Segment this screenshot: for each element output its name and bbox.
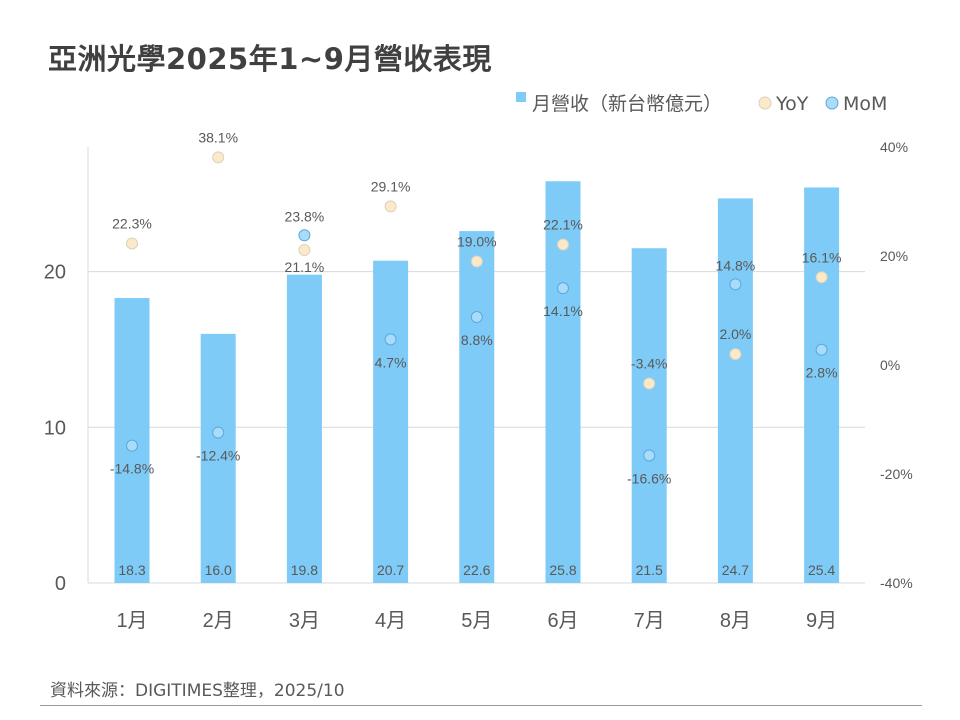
mom-label: 14.8%: [716, 257, 756, 273]
source-note: 資料來源：DIGITIMES整理，2025/10: [50, 681, 345, 701]
yoy-marker: [470, 255, 483, 268]
left-tick-label: 20: [44, 262, 66, 284]
legend-yoy-swatch: [758, 96, 772, 110]
left-tick-label: 10: [44, 417, 66, 439]
mom-marker: [298, 229, 311, 242]
yoy-label: 22.1%: [543, 217, 583, 233]
x-tick-label: 1月: [116, 610, 147, 632]
bar-value-label: 18.3: [118, 562, 145, 578]
left-tick-label: 0: [55, 573, 66, 595]
revenue-bar: [373, 260, 409, 583]
bar-value-label: 22.6: [463, 562, 490, 578]
x-tick-label: 7月: [634, 610, 665, 632]
right-tick-label: -40%: [880, 575, 913, 591]
legend-mom-swatch: [825, 96, 839, 110]
revenue-bar: [200, 333, 236, 583]
mom-label: 14.1%: [543, 303, 583, 319]
legend-label-yoy: YoY: [775, 93, 809, 115]
x-tick-label: 8月: [720, 610, 751, 632]
revenue-bar: [717, 198, 753, 583]
bar-series: [114, 181, 840, 584]
yoy-marker: [298, 244, 311, 257]
footer-divider: [40, 705, 922, 706]
mom-marker: [729, 278, 742, 291]
yoy-series: 22.3% 38.1% 21.1% 29.1% 19.0% 22.1% -3.4% 2.0% 1…: [112, 129, 842, 390]
yoy-label: 21.1%: [285, 259, 325, 275]
yoy-label: 19.0%: [457, 233, 497, 249]
mom-label: 4.7%: [375, 354, 407, 370]
mom-series: -14.8% -12.4% 23.8% 4.7% 8.8% 14.1% -16.6% 14.8…: [110, 208, 838, 486]
mom-marker: [470, 311, 483, 324]
x-tick-label: 2月: [203, 610, 234, 632]
legend-label-mom: MoM: [843, 93, 887, 115]
mom-label: 8.8%: [461, 332, 493, 348]
bar-value-label: 20.7: [377, 562, 404, 578]
x-tick-label: 5月: [461, 610, 492, 632]
bar-value-label: 19.8: [291, 562, 318, 578]
yoy-marker: [212, 151, 225, 164]
yoy-marker: [729, 348, 742, 361]
revenue-bar: [286, 274, 322, 583]
x-tick-label: 4月: [375, 610, 406, 632]
mom-marker: [212, 426, 225, 439]
revenue-bar: [631, 248, 667, 583]
yoy-label: 29.1%: [371, 178, 411, 194]
yoy-marker: [384, 200, 397, 213]
bar-value-label: 16.0: [205, 562, 232, 578]
right-tick-label: 40%: [880, 139, 908, 155]
legend-label-revenue: 月營收（新台幣億元）: [532, 93, 722, 115]
mom-marker: [384, 333, 397, 346]
yoy-label: 38.1%: [198, 129, 238, 145]
legend: 月營收（新台幣億元） YoY MoM: [516, 92, 887, 115]
yoy-marker: [126, 237, 138, 250]
bar-value-label: 21.5: [636, 562, 663, 578]
mom-label: -16.6%: [627, 470, 671, 486]
x-axis: 1月 2月 3月 4月 5月 6月 7月 8月 9月: [116, 610, 837, 632]
yoy-marker: [643, 377, 656, 390]
right-axis: 40% 20% 0% -20% -40%: [880, 139, 913, 591]
mom-label: 23.8%: [285, 208, 325, 224]
yoy-label: 22.3%: [112, 215, 152, 231]
yoy-marker: [815, 271, 828, 284]
revenue-bar: [459, 231, 495, 584]
bar-value-label: 25.8: [549, 562, 576, 578]
mom-label: -14.8%: [110, 461, 154, 477]
yoy-label: 16.1%: [802, 249, 842, 265]
mom-marker: [815, 343, 828, 356]
left-axis: 0 10 20: [44, 262, 66, 595]
x-tick-label: 9月: [806, 610, 837, 632]
chart-title: 亞洲光學2025年1~9月營收表現: [48, 42, 492, 76]
mom-marker: [557, 282, 569, 295]
mom-marker: [126, 439, 138, 452]
yoy-label: 2.0%: [719, 326, 751, 342]
x-tick-label: 3月: [289, 610, 320, 632]
legend-bar-swatch: [516, 92, 526, 102]
mom-label: -12.4%: [196, 448, 240, 464]
x-tick-label: 6月: [547, 610, 578, 632]
yoy-label: -3.4%: [631, 356, 668, 372]
bar-value-labels: 18.3 16.0 19.8 20.7 22.6 25.8 21.5 24.7 25.4: [118, 562, 835, 578]
bar-value-label: 24.7: [722, 562, 749, 578]
yoy-marker: [557, 238, 569, 251]
right-tick-label: 0%: [880, 357, 900, 373]
mom-marker: [643, 449, 656, 462]
bar-value-label: 25.4: [808, 562, 835, 578]
right-tick-label: 20%: [880, 248, 908, 264]
mom-label: 2.8%: [806, 365, 838, 381]
right-tick-label: -20%: [880, 466, 913, 482]
revenue-bar: [804, 187, 840, 583]
